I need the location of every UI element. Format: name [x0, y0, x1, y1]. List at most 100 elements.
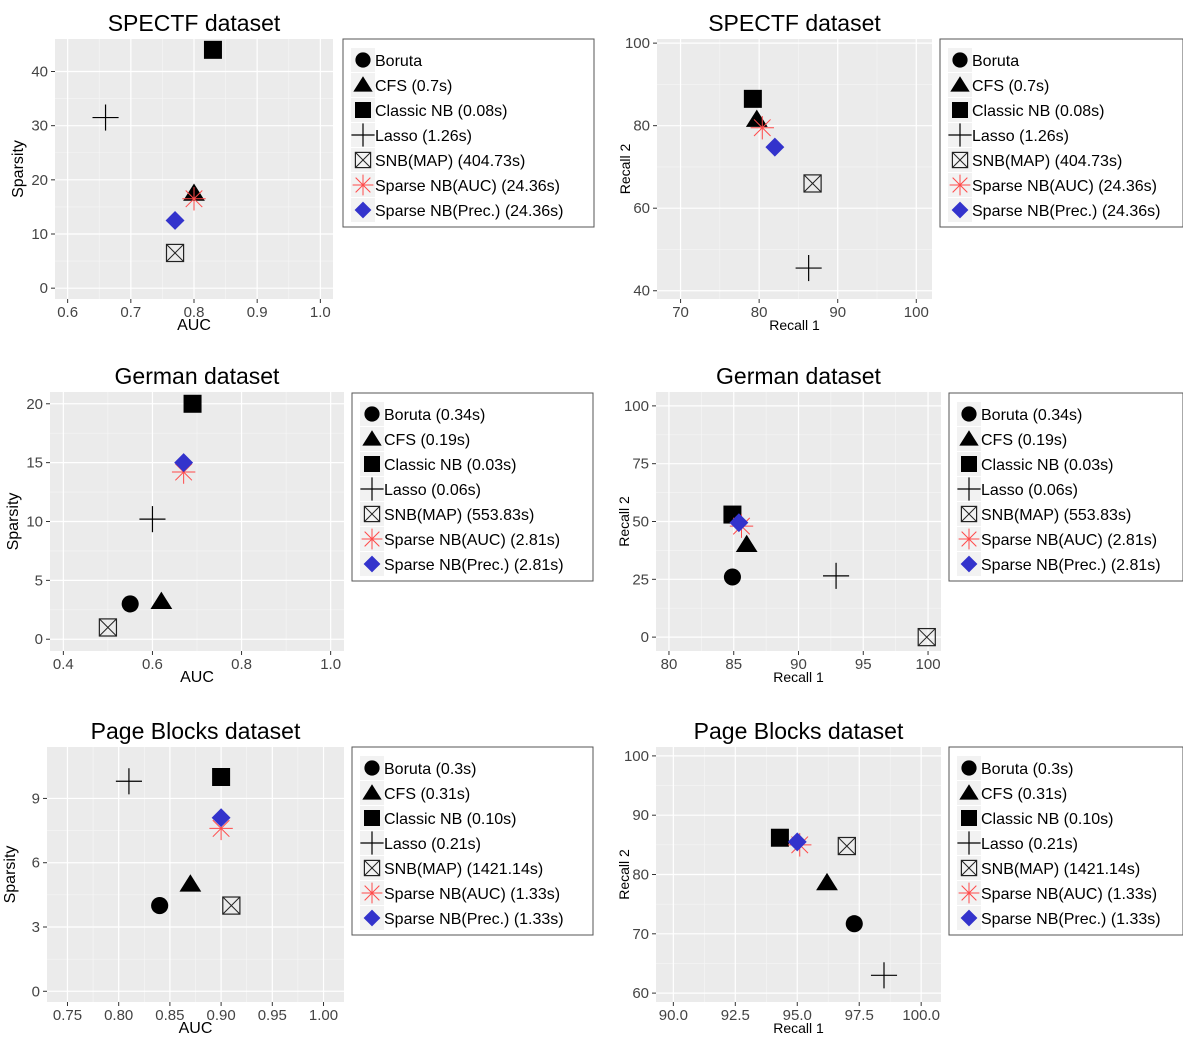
data-point-boxx [917, 627, 936, 647]
legend-label: Lasso (0.06s) [981, 482, 1078, 499]
chart-title: German dataset [115, 363, 281, 389]
legend-label: CFS (0.7s) [375, 78, 452, 95]
data-point-triangle [816, 872, 838, 891]
chart-panel: 0.75 0.80 0.85 0.90 0.95 1.00 0 3 6 9 Page Blocks … [2, 718, 594, 1037]
x-axis-label: Recall 1 [769, 317, 820, 333]
legend-key-boxx [363, 859, 381, 877]
data-point-boxx [165, 243, 185, 263]
legend-key-diamond [960, 909, 978, 927]
y-tick-label: 75 [632, 456, 649, 473]
data-point-square [212, 768, 231, 786]
x-tick-label: 80 [661, 656, 678, 673]
legend: Boruta (0.3s) CFS (0.31s) Classic NB (0.10… [351, 746, 594, 936]
x-tick-label: 85 [725, 656, 742, 673]
data-point-asterisk [750, 116, 774, 140]
y-tick-label: 0 [40, 280, 48, 297]
legend-box [939, 38, 1183, 228]
y-tick-label: 70 [632, 926, 649, 943]
x-tick-label: 95 [855, 656, 872, 673]
y-tick-label: 50 [632, 514, 649, 531]
legend-key-diamond [354, 201, 372, 219]
data-point-diamond [787, 832, 807, 852]
legend-label: Classic NB (0.10s) [384, 811, 516, 828]
legend-label: Sparse NB(Prec.) (1.33s) [981, 911, 1161, 928]
data-point-boxx [98, 618, 118, 637]
legend-label: Classic NB (0.10s) [981, 811, 1113, 828]
chart-title: Page Blocks dataset [694, 718, 904, 744]
data-point-asterisk [182, 187, 206, 211]
y-tick-label: 80 [632, 867, 649, 884]
legend-label: Boruta [375, 53, 422, 70]
legend-key-boxx [363, 505, 381, 523]
legend-key-circle [355, 52, 371, 68]
data-point-diamond [165, 211, 185, 230]
legend-label: Sparse NB(AUC) (1.33s) [384, 886, 560, 903]
data-point-triangle [150, 591, 173, 609]
y-tick-label: 100 [625, 35, 650, 52]
legend-key-asterisk [958, 528, 980, 550]
data-point-circle [151, 897, 169, 915]
data-point-square [183, 394, 202, 413]
x-tick-label: 1.00 [309, 1007, 338, 1024]
y-tick-label: 20 [31, 172, 48, 189]
legend-label: SNB(MAP) (553.83s) [384, 507, 534, 524]
data-point-diamond [211, 808, 231, 828]
legend-key-triangle [362, 784, 382, 800]
data-point-diamond [174, 453, 194, 473]
x-tick-label: 1.0 [310, 304, 331, 321]
y-tick-label: 60 [632, 985, 649, 1002]
data-point-plus [795, 254, 822, 282]
legend-label: Sparse NB(AUC) (24.36s) [972, 178, 1157, 195]
legend-key-circle [961, 760, 977, 776]
x-tick-label: 0.85 [155, 1007, 184, 1024]
legend-key-triangle [959, 784, 979, 800]
legend-key-circle [364, 760, 380, 776]
y-axis-label: Recall 2 [616, 496, 632, 547]
data-point-circle [723, 568, 741, 586]
legend-label: Classic NB (0.08s) [972, 103, 1104, 120]
x-tick-label: 0.9 [247, 304, 268, 321]
legend-label: Sparse NB(Prec.) (2.81s) [981, 557, 1161, 574]
y-tick-label: 20 [26, 396, 43, 413]
x-tick-label: 100 [904, 304, 929, 321]
legend-key-asterisk [361, 882, 383, 904]
x-tick-label: 70 [672, 304, 689, 321]
legend-key-triangle [950, 76, 970, 92]
legend: Boruta (0.34s) CFS (0.19s) Classic NB (0.0… [351, 392, 594, 582]
legend-key-plus [360, 477, 384, 501]
y-axis-label: Sparsity [10, 140, 27, 198]
y-tick-label: 15 [26, 455, 43, 472]
data-point-diamond [729, 513, 749, 533]
data-point-boxx [222, 896, 241, 915]
chart-panel: 90.0 92.5 95.0 97.5 100.0 60 70 80 90 100 Page Blo… [616, 718, 1183, 1036]
legend-label: Lasso (1.26s) [375, 128, 472, 145]
data-point-triangle [735, 534, 758, 553]
legend-label: Lasso (0.21s) [384, 836, 481, 853]
x-tick-label: 90 [790, 656, 807, 673]
legend-label: Sparse NB(Prec.) (1.33s) [384, 911, 564, 928]
legend-label: Sparse NB(AUC) (1.33s) [981, 886, 1157, 903]
legend-key-asterisk [352, 174, 374, 196]
y-tick-label: 0 [35, 631, 43, 648]
chart-title: Page Blocks dataset [91, 718, 301, 744]
data-point-boxx [803, 174, 822, 193]
legend-label: Classic NB (0.03s) [384, 457, 516, 474]
data-point-plus [870, 962, 898, 989]
legend-box [342, 38, 595, 228]
chart-panel: 0.6 0.7 0.8 0.9 1.0 0 10 20 30 40 SPECTF dataset AU… [10, 10, 595, 334]
legend-key-boxx [951, 151, 969, 169]
legend-label: SNB(MAP) (553.83s) [981, 507, 1131, 524]
legend-label: Sparse NB(Prec.) (24.36s) [375, 203, 564, 220]
legend: Boruta (0.3s) CFS (0.31s) Classic NB (0.10… [948, 746, 1183, 936]
y-tick-label: 10 [26, 514, 43, 531]
legend-key-square [952, 102, 968, 118]
legend-box [948, 746, 1183, 936]
legend-key-circle [952, 52, 968, 68]
legend-box [351, 392, 594, 582]
legend-key-square [961, 456, 977, 472]
legend-key-plus [948, 123, 972, 147]
x-tick-label: 90 [829, 304, 846, 321]
legend-key-boxx [960, 859, 978, 877]
legend-key-plus [957, 477, 981, 501]
